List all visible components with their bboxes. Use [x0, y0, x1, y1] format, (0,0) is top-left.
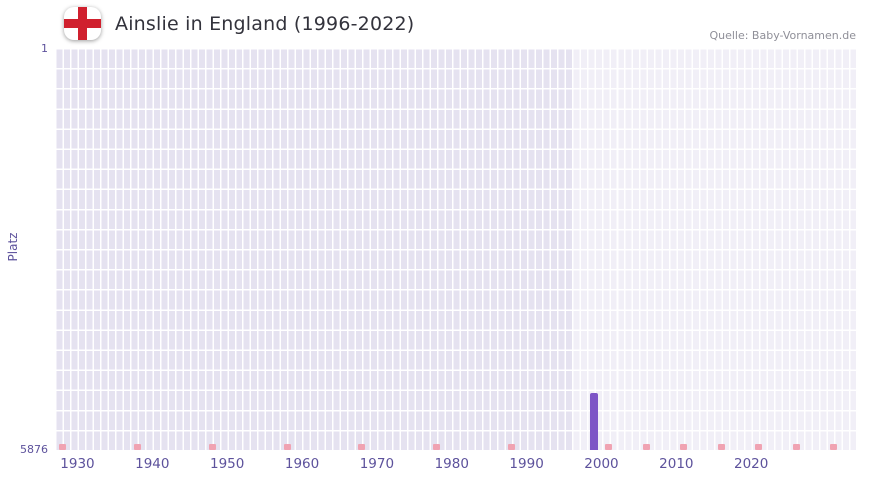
x-tick-label: 2000: [584, 456, 619, 472]
x-tick-label: 2010: [659, 456, 694, 472]
england-flag-icon: [64, 7, 101, 40]
x-tick-label: 2020: [734, 456, 769, 472]
no-rank-marker: [680, 444, 688, 450]
no-rank-marker: [792, 444, 800, 450]
x-tick-label: 1940: [135, 456, 170, 472]
y-axis-top-label: 1: [41, 42, 48, 55]
flag-cross-horizontal: [64, 19, 101, 28]
rank-bar: [589, 392, 598, 450]
plot-area: [55, 48, 856, 450]
x-tick-label: 1960: [284, 456, 320, 472]
x-tick-label: 1970: [359, 456, 395, 472]
no-rank-marker: [755, 444, 763, 450]
no-rank-marker: [433, 444, 441, 450]
no-rank-marker: [133, 444, 141, 450]
chart-title: Ainslie in England (1996-2022): [115, 13, 415, 35]
x-axis: 1930 1940 1950 1960 1970 1980 1990 2000 2010 2020: [55, 456, 856, 476]
no-rank-marker: [208, 444, 216, 450]
no-rank-marker: [830, 444, 838, 450]
no-rank-marker: [605, 444, 613, 450]
no-rank-marker: [717, 444, 725, 450]
y-axis-bottom-label: 5876: [20, 443, 48, 456]
source-attribution: Quelle: Baby-Vornamen.de: [709, 29, 856, 42]
x-tick-label: 1990: [509, 456, 544, 472]
no-rank-marker: [358, 444, 366, 450]
no-rank-marker: [642, 444, 650, 450]
x-tick-label: 1950: [209, 456, 245, 472]
no-rank-marker: [508, 444, 516, 450]
highlight-region: [571, 48, 856, 450]
y-axis-title: Platz: [6, 232, 20, 262]
no-rank-marker: [58, 444, 66, 450]
x-tick-label: 1930: [60, 456, 95, 472]
x-tick-label: 1980: [434, 456, 469, 472]
no-rank-marker: [283, 444, 291, 450]
